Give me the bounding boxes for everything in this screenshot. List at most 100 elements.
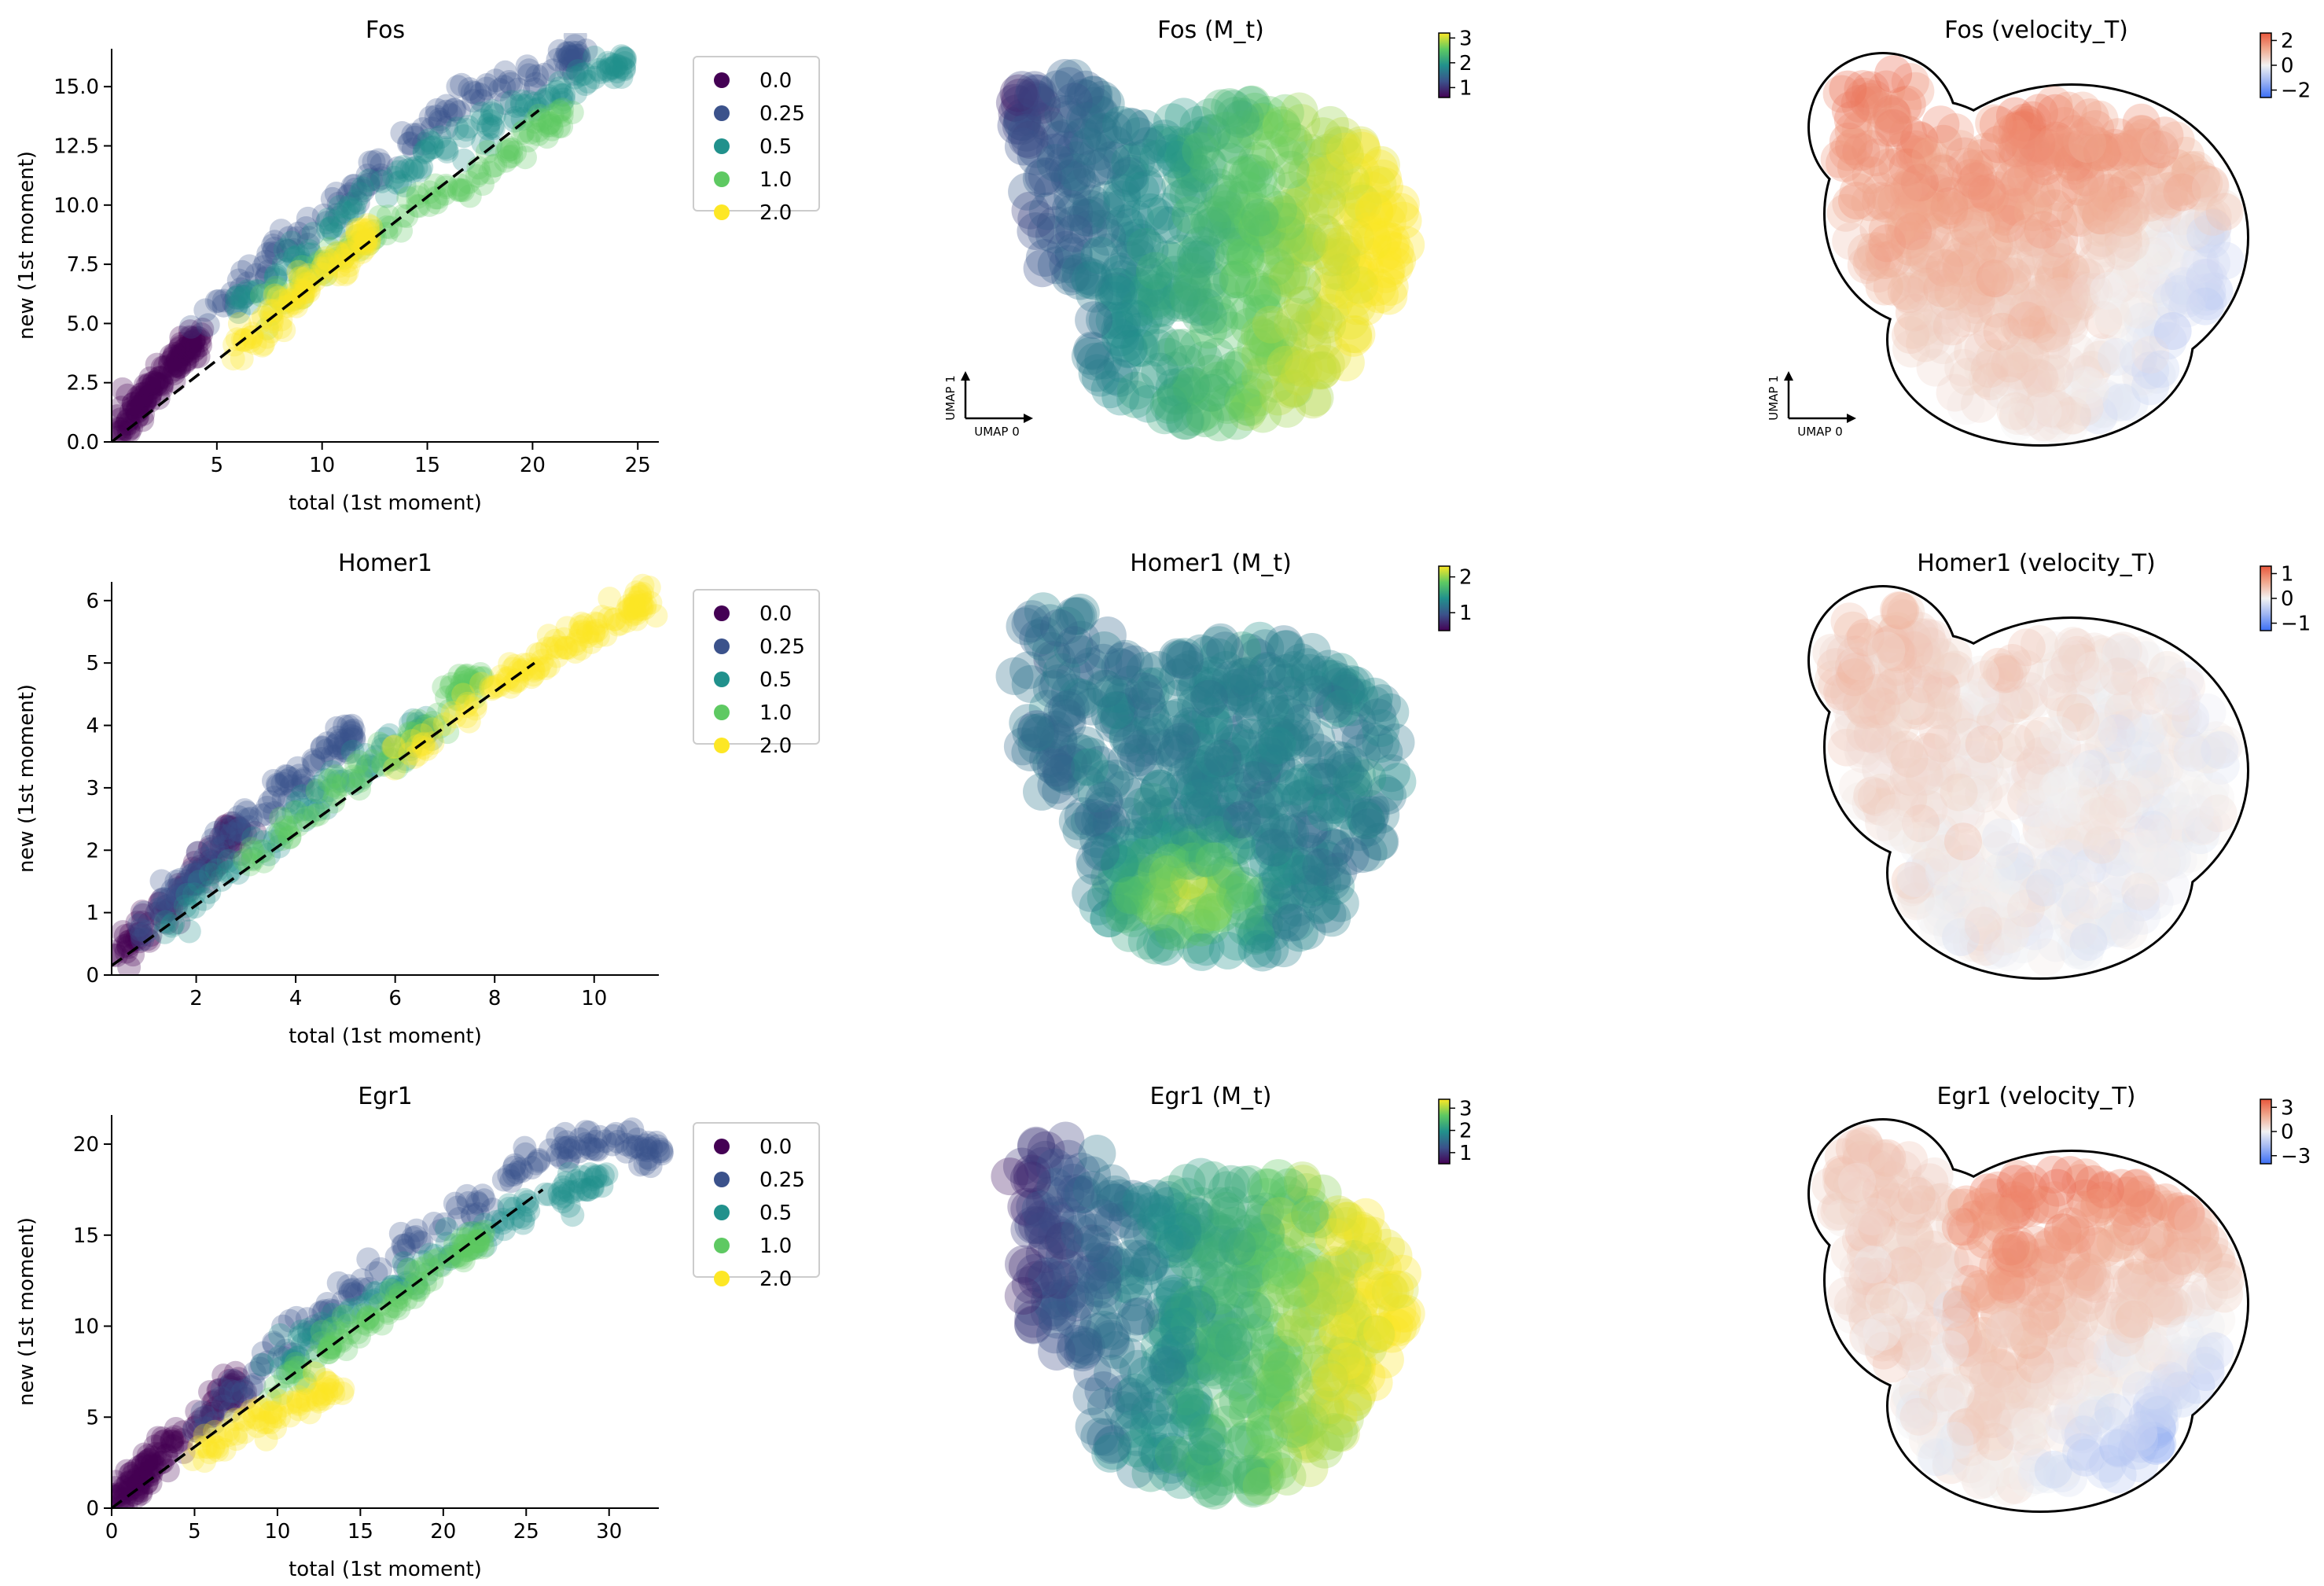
data-point [291, 285, 315, 309]
colorbar-tick-label: 2 [1459, 566, 1473, 590]
cell-point [1190, 146, 1228, 185]
cell-point [1215, 1323, 1253, 1362]
data-point [245, 263, 269, 287]
cell-point [1267, 345, 1305, 384]
data-point [289, 774, 314, 798]
data-point [339, 192, 363, 216]
data-point [190, 317, 215, 341]
y-tick-label: 0 [86, 1497, 99, 1521]
data-point [169, 343, 193, 367]
data-point [182, 329, 206, 353]
data-point [152, 910, 176, 933]
data-point [496, 135, 520, 160]
data-point [260, 310, 284, 334]
data-point [164, 878, 189, 902]
data-point [167, 355, 192, 379]
data-point [190, 856, 214, 881]
cell-point [2026, 147, 2065, 186]
data-point [550, 114, 574, 138]
data-point [228, 822, 252, 846]
data-point [204, 858, 229, 882]
data-point [127, 929, 152, 954]
data-point [302, 749, 326, 774]
data-point [243, 821, 267, 845]
cell-point [1924, 691, 1962, 730]
legend-label: 0.5 [759, 1201, 792, 1225]
data-point [149, 899, 173, 923]
data-point [310, 747, 334, 771]
data-point [530, 109, 554, 133]
cell-point [1149, 385, 1188, 424]
data-point [274, 257, 298, 282]
data-point [311, 261, 335, 285]
data-point [192, 863, 216, 887]
legend-marker [714, 105, 730, 121]
data-point [178, 326, 203, 350]
data-point [211, 293, 236, 318]
data-point [178, 337, 202, 362]
cell-point [2024, 211, 2062, 249]
fit-line [110, 1188, 544, 1510]
data-point [499, 90, 524, 114]
data-point [234, 282, 258, 306]
cell-point [1969, 258, 2008, 296]
data-point [139, 376, 164, 400]
y-tick-label: 2 [86, 839, 99, 863]
data-point [182, 326, 206, 351]
data-point [314, 738, 339, 763]
data-point [550, 98, 575, 122]
cell-point [2051, 873, 2090, 911]
data-point [301, 222, 325, 246]
data-point [185, 863, 209, 887]
cell-point [1087, 670, 1125, 708]
data-point [259, 302, 283, 326]
data-point [212, 826, 236, 851]
data-point [596, 57, 620, 82]
data-point [204, 289, 229, 314]
y-tick-label: 5 [86, 652, 99, 675]
data-point [263, 800, 287, 825]
colorbar-tick-label: 3 [1459, 27, 1473, 50]
cell-point [2079, 712, 2118, 750]
cell-point [1136, 252, 1174, 290]
data-point [639, 1136, 664, 1161]
cell-point [1124, 672, 1163, 711]
data-point [219, 816, 244, 841]
data-point [434, 99, 458, 123]
data-point [150, 366, 174, 390]
data-point [182, 867, 207, 892]
data-point [599, 56, 623, 80]
legend-marker [714, 1172, 730, 1187]
data-point [274, 764, 298, 788]
data-point [129, 382, 153, 407]
data-point [229, 277, 253, 301]
data-point [442, 98, 466, 122]
data-point [279, 774, 303, 798]
data-point [356, 168, 381, 193]
data-point [547, 76, 572, 101]
data-point [454, 118, 478, 142]
y-tick-label: 7.5 [67, 253, 99, 277]
data-point [451, 178, 476, 203]
data-point [342, 237, 366, 261]
data-point [149, 888, 174, 912]
data-point [344, 189, 368, 213]
data-point [527, 103, 551, 127]
data-point [356, 213, 381, 237]
data-point [184, 866, 208, 889]
data-point [158, 350, 182, 374]
data-point [335, 201, 359, 226]
colorbar-tick-label: −2 [2281, 79, 2311, 103]
data-point [243, 331, 267, 355]
data-point [403, 125, 427, 149]
data-point [523, 110, 547, 134]
data-point [479, 132, 503, 156]
data-point [465, 1229, 490, 1253]
cell-point [2126, 716, 2164, 755]
data-point [230, 259, 255, 284]
data-point [259, 319, 284, 344]
data-point [428, 110, 452, 134]
data-point [525, 64, 550, 88]
data-point [158, 360, 182, 385]
data-point [219, 819, 242, 844]
